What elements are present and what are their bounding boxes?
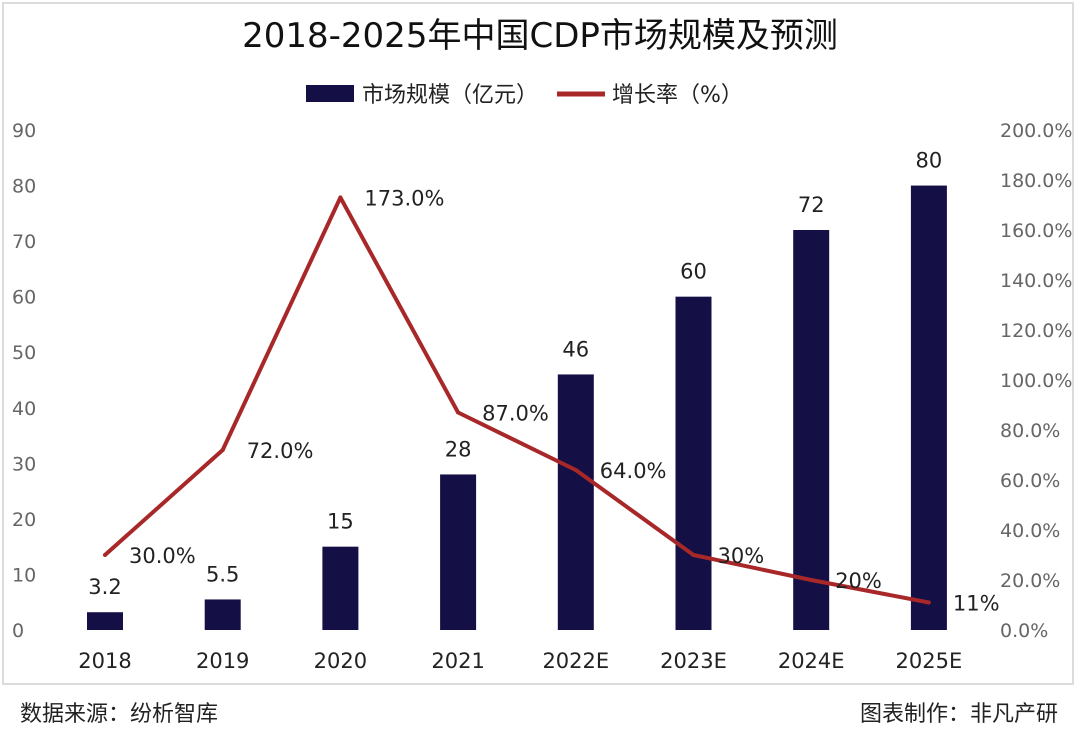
bar-label: 60 (680, 260, 707, 284)
bar-label: 80 (916, 149, 943, 173)
x-axis-tick: 2019 (196, 649, 249, 673)
left-axis-tick: 80 (12, 176, 36, 198)
x-axis-tick: 2025E (896, 649, 963, 673)
x-axis-tick: 2018 (78, 649, 131, 673)
growth-point-2018 (103, 553, 107, 557)
growth-label: 30.0% (129, 544, 196, 568)
bar-2024E (793, 230, 830, 630)
growth-point-2024E (809, 578, 814, 582)
growth-point-2021 (456, 410, 461, 415)
bar-label: 28 (445, 437, 472, 461)
legend-bar-label: 市场规模（亿元） (362, 83, 538, 108)
maker-note: 图表制作：非凡产研 (859, 702, 1058, 727)
right-axis-tick: 100.0% (1000, 370, 1072, 392)
left-axis-tick: 30 (12, 453, 36, 475)
bar-label: 5.5 (206, 562, 239, 586)
x-axis-tick: 2023E (660, 649, 727, 673)
growth-line (103, 195, 930, 605)
bar-2022E (557, 374, 594, 630)
left-axis-tick: 50 (12, 342, 36, 364)
growth-point-2022E (573, 468, 578, 472)
left-axis-tick: 10 (12, 564, 36, 586)
right-axis-tick: 80.0% (1000, 420, 1060, 442)
growth-point-2019 (220, 448, 225, 452)
bar-label: 72 (798, 193, 825, 217)
bar-label: 3.2 (88, 575, 121, 599)
growth-label: 30% (718, 544, 765, 568)
right-axis-tick: 140.0% (1000, 270, 1072, 292)
left-axis-tick: 20 (12, 509, 36, 531)
growth-point-2023E (691, 553, 696, 557)
growth-label: 87.0% (482, 402, 549, 426)
x-axis-tick: 2021 (431, 649, 484, 673)
left-axis-tick: 70 (12, 231, 36, 253)
bar-2023E (675, 296, 712, 630)
growth-label: 64.0% (600, 459, 667, 483)
right-axis-tick: 180.0% (1000, 170, 1072, 192)
left-axis-tick: 90 (12, 120, 36, 142)
bar-label: 46 (562, 337, 589, 361)
right-axis-tick: 160.0% (1000, 220, 1072, 242)
growth-point-2025E (926, 600, 931, 605)
left-axis-tick: 60 (12, 287, 36, 309)
growth-label: 72.0% (247, 439, 314, 463)
right-axis-tick: 200.0% (1000, 120, 1072, 142)
right-axis-tick: 120.0% (1000, 320, 1072, 342)
right-axis-tick: 0.0% (1000, 620, 1048, 642)
growth-label: 173.0% (364, 187, 444, 211)
growth-point-2020 (338, 195, 343, 200)
legend-line-label: 增长率（%） (612, 83, 743, 108)
bar-2025E (910, 185, 947, 631)
bar-2021 (440, 474, 477, 630)
growth-label: 11% (953, 592, 1000, 616)
bar-2019 (204, 599, 241, 630)
x-axis-tick: 2024E (778, 649, 845, 673)
x-axis-tick: 2022E (542, 649, 609, 673)
chart-title: 2018-2025年中国CDP市场规模及预测 (242, 16, 838, 56)
right-axis-tick: 40.0% (1000, 520, 1060, 542)
left-axis-tick: 0 (12, 620, 24, 642)
growth-label: 20% (835, 569, 882, 593)
right-axis-tick: 20.0% (1000, 570, 1060, 592)
bar-2020 (322, 546, 359, 630)
x-axis-tick: 2020 (314, 649, 367, 673)
bar-2018 (87, 612, 123, 630)
source-note: 数据来源：纷析智库 (20, 702, 219, 727)
chart-frame (2, 2, 1074, 685)
left-axis-tick: 40 (12, 398, 36, 420)
bar-label: 15 (327, 510, 354, 534)
legend-bar-swatch (306, 85, 354, 102)
right-axis-tick: 60.0% (1000, 470, 1060, 492)
